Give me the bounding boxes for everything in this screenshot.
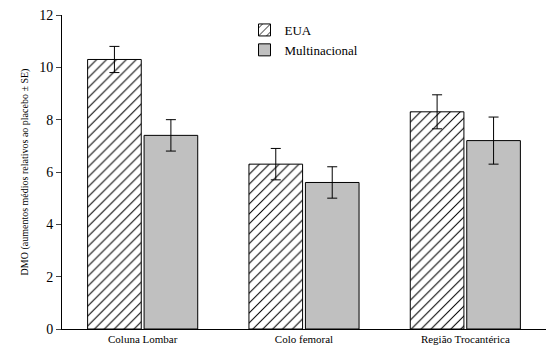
- svg-text:12: 12: [39, 8, 53, 23]
- svg-text:2: 2: [46, 270, 53, 285]
- svg-text:Colo femoral: Colo femoral: [275, 333, 333, 345]
- svg-text:Multinacional: Multinacional: [285, 43, 358, 58]
- svg-text:Região Trocantérica: Região Trocantérica: [421, 333, 510, 345]
- svg-text:4: 4: [46, 217, 53, 232]
- svg-text:EUA: EUA: [285, 23, 312, 38]
- svg-text:8: 8: [46, 113, 53, 128]
- svg-text:6: 6: [46, 165, 53, 180]
- svg-text:DMO (aumentos médios relativos: DMO (aumentos médios relativos ao placeb…: [19, 69, 31, 276]
- svg-text:0: 0: [46, 322, 53, 337]
- svg-text:10: 10: [39, 60, 53, 75]
- svg-text:Coluna Lombar: Coluna Lombar: [108, 333, 178, 345]
